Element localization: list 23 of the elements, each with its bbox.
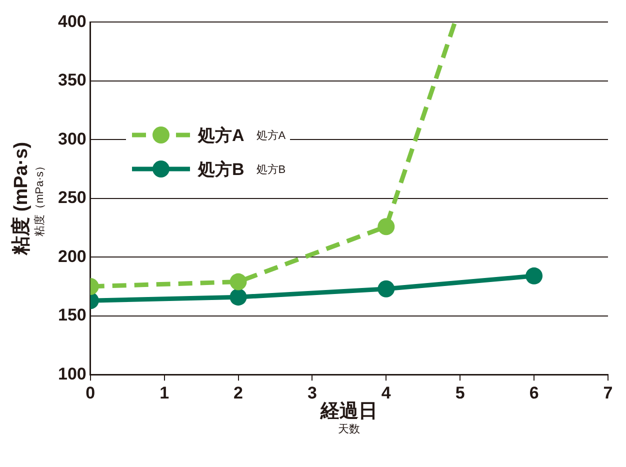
x-tick-label: 6 (529, 383, 539, 402)
y-tick-label: 300 (58, 129, 86, 148)
x-tick-label: 5 (455, 383, 465, 402)
y-axis-title: 粘度 (mPa·s) (10, 142, 32, 256)
legend-label: 処方B (198, 158, 244, 180)
x-tick-label: 2 (234, 383, 243, 402)
y-tick-label: 100 (58, 364, 86, 384)
y-tick-label: 250 (58, 188, 86, 208)
y-tick-label: 400 (58, 12, 86, 31)
x-tick-label: 0 (86, 383, 96, 402)
y-tick-label: 150 (58, 306, 86, 325)
legend-label: 処方A (198, 124, 244, 146)
text: 天数 (338, 424, 360, 436)
annotation: 処方A (256, 128, 286, 142)
x-tick-label: 4 (381, 383, 392, 402)
x-tick-label: 7 (603, 383, 613, 402)
x-tick-label: 3 (307, 383, 317, 402)
y-tick-label: 350 (58, 70, 86, 90)
annotation: 処方B (256, 162, 286, 176)
x-tick-label: 1 (160, 383, 170, 402)
text: 粘度（mPa·s） (33, 160, 46, 236)
x-axis-title: 経過日 (320, 400, 378, 422)
y-tick-label: 200 (58, 246, 86, 266)
